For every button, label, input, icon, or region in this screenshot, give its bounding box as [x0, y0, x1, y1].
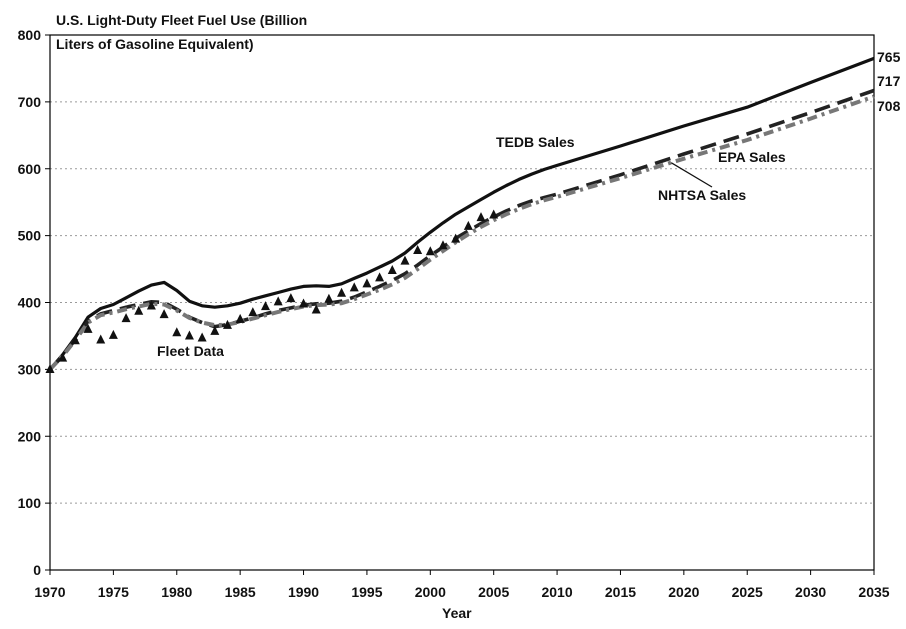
y-tick-label: 800	[18, 27, 42, 43]
fleet-data-point	[58, 352, 68, 362]
x-tick-label: 2000	[415, 584, 446, 600]
fleet-data-point	[159, 309, 169, 319]
fleet-data-point	[286, 293, 296, 303]
tedb-sales-label: TEDB Sales	[496, 134, 575, 150]
epa-sales-label: EPA Sales	[718, 149, 786, 165]
fleet-data-point	[311, 304, 321, 314]
fleet-data-point	[210, 325, 220, 335]
x-tick-label: 1995	[351, 584, 382, 600]
x-tick-labels: 1970 1975 1980 1985 1990 1995 2000 2005 2010 2015…	[34, 584, 889, 600]
x-tick-label: 2035	[858, 584, 889, 600]
y-tick-label: 500	[18, 228, 42, 244]
fleet-data-point	[463, 220, 473, 230]
series	[48, 56, 875, 371]
end-value-epa: 717	[877, 73, 901, 89]
x-tick-label: 1980	[161, 584, 192, 600]
x-tick-label: 2015	[605, 584, 636, 600]
fleet-data-point	[83, 323, 93, 333]
x-axis-label: Year	[442, 605, 472, 621]
fleet-data-point	[184, 330, 194, 340]
epa-sales-line	[48, 88, 875, 371]
fleet-data-label: Fleet Data	[157, 343, 224, 359]
fleet-data-point	[248, 307, 258, 317]
nhtsa-label-pointer	[670, 162, 713, 188]
fleet-data-point	[273, 296, 283, 306]
fleet-data-point	[108, 329, 118, 339]
y-tick-label: 400	[18, 295, 42, 311]
fleet-data-point	[476, 212, 486, 222]
fleet-data-point	[387, 265, 397, 274]
fleet-data-point	[45, 363, 55, 373]
y-tick-labels: 0 100 200 300 400 500 600 700 800	[18, 27, 42, 578]
fleet-data-point	[96, 334, 106, 344]
fleet-data-point	[489, 209, 499, 219]
fleet-data-point	[172, 327, 182, 337]
fleet-data-point	[375, 272, 385, 282]
fleet-data-point	[134, 305, 144, 315]
end-value-nhtsa: 708	[877, 98, 901, 114]
x-tick-label: 1985	[225, 584, 256, 600]
fleet-data-point	[70, 335, 80, 345]
fleet-data-point	[222, 319, 232, 329]
y-tick-label: 600	[18, 161, 42, 177]
fleet-data-point	[425, 246, 435, 256]
x-tick-label: 2025	[732, 584, 763, 600]
fleet-data-point	[261, 301, 271, 311]
fleet-data-point	[362, 278, 372, 288]
x-tick-label: 2030	[795, 584, 826, 600]
plot-frame	[49, 34, 875, 571]
fleet-data-point	[451, 233, 461, 243]
fleet-data-point	[121, 313, 131, 323]
tedb-sales-line	[48, 56, 875, 371]
x-tick-label: 2005	[478, 584, 509, 600]
fleet-data-point	[235, 313, 245, 323]
fleet-data-point	[349, 282, 359, 292]
y-tick-label: 200	[18, 428, 42, 444]
chart-title-line-1: U.S. Light-Duty Fleet Fuel Use (Billion	[56, 12, 308, 28]
nhtsa-sales-line	[48, 94, 875, 371]
fleet-data-point	[299, 298, 309, 308]
fleet-data-point	[197, 332, 207, 342]
fleet-data-point	[337, 287, 347, 297]
fleet-data-markers	[45, 209, 499, 373]
fleet-data-point	[324, 293, 334, 303]
chart-title-line-2: Liters of Gasoline Equivalent)	[56, 36, 254, 52]
x-tick-label: 2020	[668, 584, 699, 600]
fleet-data-point	[400, 255, 410, 265]
y-tick-label: 100	[18, 495, 42, 511]
y-tick-label: 0	[33, 562, 41, 578]
fleet-data-point	[438, 240, 448, 250]
end-value-tedb: 765	[877, 49, 901, 65]
axes	[45, 34, 875, 575]
y-tick-label: 300	[18, 361, 42, 377]
gridlines	[50, 101, 874, 504]
fleet-data-point	[146, 300, 156, 310]
y-tick-label: 700	[18, 94, 42, 110]
x-tick-label: 2010	[541, 584, 572, 600]
x-tick-label: 1970	[34, 584, 65, 600]
fleet-data-point	[413, 244, 423, 254]
x-tick-label: 1975	[98, 584, 129, 600]
nhtsa-sales-label: NHTSA Sales	[658, 187, 747, 203]
x-tick-label: 1990	[288, 584, 319, 600]
